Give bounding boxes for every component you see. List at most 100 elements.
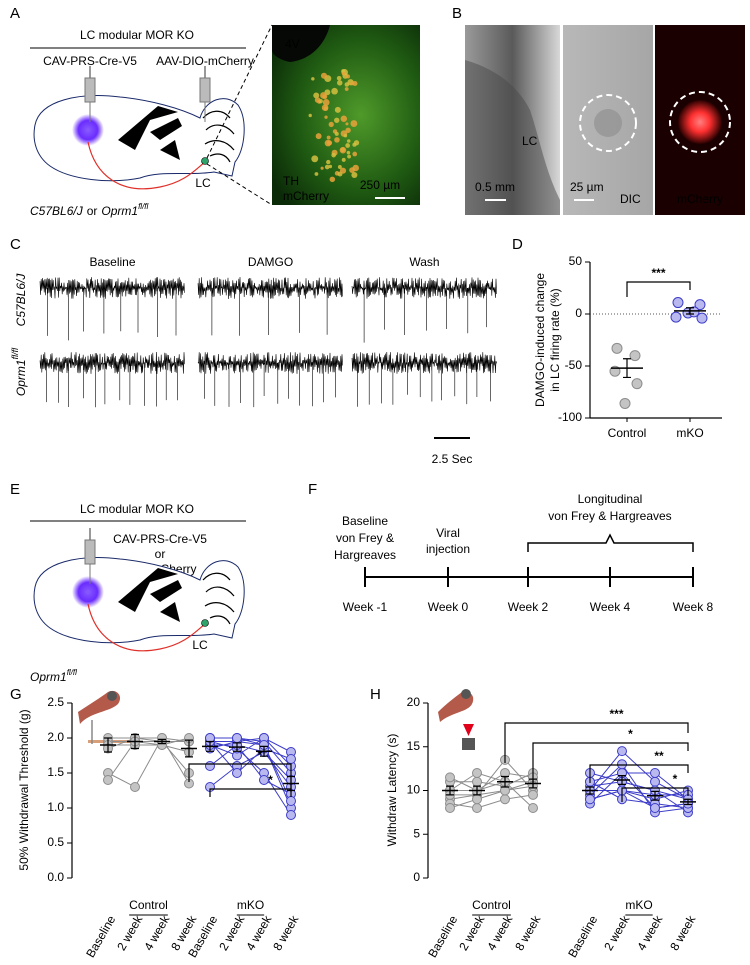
error-bar — [501, 775, 509, 788]
cell — [336, 80, 343, 86]
x-tick-label: Control — [608, 426, 647, 440]
label: TH — [283, 174, 299, 188]
y-tick-label: 1.5 — [47, 765, 64, 779]
error-bar — [131, 733, 139, 750]
y-tick-label: 5 — [413, 826, 420, 840]
cell — [329, 176, 336, 183]
label: Week 8 — [673, 600, 714, 614]
brain-schematic — [33, 528, 245, 652]
error-bar — [586, 786, 594, 795]
point — [528, 789, 538, 800]
point — [472, 768, 482, 778]
injection-site — [72, 576, 104, 608]
roi — [669, 91, 731, 153]
rule — [206, 24, 273, 159]
significance-bracket — [626, 281, 691, 297]
y-tick-label: -100 — [558, 410, 582, 424]
icon-lamp — [462, 738, 475, 750]
cell — [324, 164, 330, 170]
label: LC — [192, 638, 208, 652]
cell — [344, 82, 350, 87]
point — [259, 775, 269, 785]
strain-part: C57BL6/J — [30, 204, 84, 218]
label: Longitudinal — [578, 492, 643, 506]
error-bar — [233, 742, 241, 752]
subject-line — [450, 781, 534, 796]
trace — [39, 277, 185, 341]
error-bar — [623, 358, 631, 379]
x-tick-label: 2 week — [601, 912, 633, 953]
subject-line — [449, 759, 534, 800]
cell — [341, 71, 346, 76]
x-tick-label: 8 week — [270, 912, 302, 953]
cell — [320, 92, 327, 99]
label: Week 4 — [590, 600, 631, 614]
subject-line — [589, 750, 689, 800]
cell — [345, 143, 351, 148]
x-tick-label: mKO — [676, 426, 703, 440]
cell — [308, 113, 312, 118]
point — [650, 776, 660, 787]
y-tick-label: 0 — [413, 870, 420, 884]
error-bar — [684, 798, 692, 806]
label: Viral — [436, 526, 460, 540]
panel-label: G — [10, 686, 22, 703]
cerebellum — [202, 110, 235, 163]
y-axis-label: 50% Withdrawal Threshold (g) — [17, 709, 31, 870]
cell — [339, 167, 347, 174]
cell — [313, 92, 320, 99]
tissue — [465, 60, 560, 215]
cell — [346, 150, 351, 155]
point — [472, 803, 482, 813]
significance: *** — [609, 707, 623, 721]
cell — [320, 72, 328, 79]
y-tick-label: 2.5 — [47, 695, 64, 709]
x-tick-label: 4 week — [484, 912, 516, 953]
strain: C57BL6/J or Oprm1fl/fl — [30, 202, 149, 218]
cell — [334, 106, 341, 113]
point — [629, 350, 641, 362]
significance: *** — [651, 266, 665, 280]
group-label: mKO — [237, 898, 264, 912]
point — [650, 768, 660, 778]
panel-label: C — [10, 236, 21, 253]
subject-line — [209, 737, 292, 767]
lc-site — [201, 157, 209, 165]
cell — [353, 140, 360, 146]
label: LC modular MOR KO — [80, 28, 194, 42]
cell — [321, 104, 329, 111]
label: CAV-PRS-Cre-V5 — [43, 54, 137, 68]
point — [232, 768, 242, 778]
y-tick-label: 0 — [575, 306, 582, 320]
y-axis-label: DAMGO-induced change — [533, 273, 547, 407]
label: Week 2 — [508, 600, 549, 614]
strain: Oprm1fl/fl — [30, 668, 77, 684]
label: Week 0 — [428, 600, 469, 614]
cell — [347, 154, 351, 159]
point — [696, 312, 708, 324]
subject-line — [450, 781, 533, 791]
x-tick-label: Baseline — [83, 913, 118, 960]
error-bar — [104, 737, 112, 753]
significance-bracket — [504, 722, 689, 763]
significance: * — [673, 772, 678, 786]
point — [103, 775, 113, 785]
trace — [39, 351, 185, 408]
icon-paw — [438, 691, 474, 722]
point — [472, 794, 482, 805]
label: von Frey & Hargreaves — [548, 509, 671, 523]
trace — [197, 352, 343, 408]
cell — [328, 121, 334, 128]
subject-line — [449, 772, 534, 809]
subject-line — [209, 744, 292, 795]
significance-bracket — [209, 788, 292, 797]
strain-part: fl/fl — [138, 202, 148, 211]
syringe-barrel — [84, 539, 96, 565]
label: LC — [195, 176, 211, 190]
y-tick-label: 2.0 — [47, 730, 64, 744]
x-tick-label: 8 week — [512, 912, 544, 953]
error-bar — [446, 785, 454, 796]
panel-label: H — [370, 686, 381, 703]
point — [232, 733, 242, 743]
point — [670, 311, 682, 323]
